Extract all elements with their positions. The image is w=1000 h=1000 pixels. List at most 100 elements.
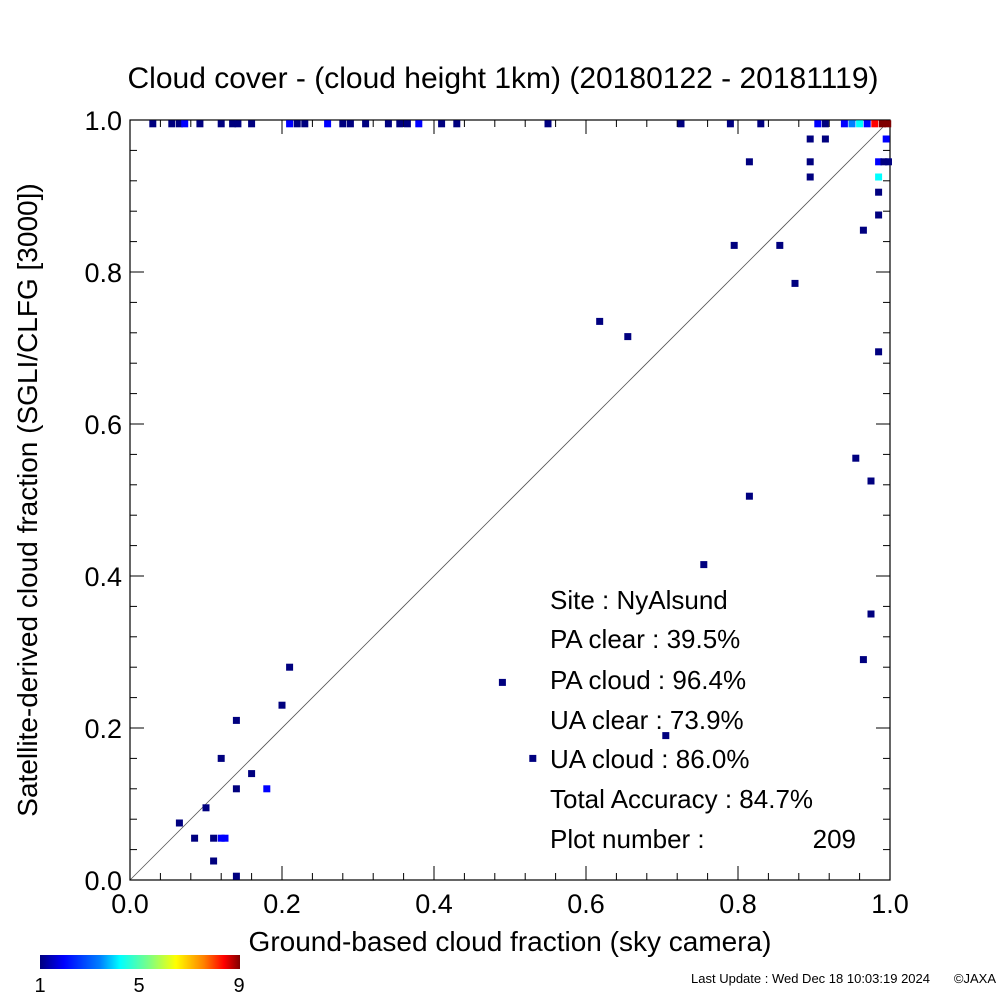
data-point [286, 120, 294, 128]
chart-title: Cloud cover - (cloud height 1km) (201801… [128, 62, 879, 95]
data-point [821, 135, 829, 143]
x-tick-label: 0.2 [263, 889, 301, 919]
data-point [730, 241, 738, 249]
data-point [362, 120, 370, 128]
y-tick-label: 0.4 [84, 562, 122, 592]
data-point [232, 785, 240, 793]
data-point [248, 770, 256, 778]
tick-labels: 0.0 0.2 0.4 0.6 0.8 1.0 0.0 0.2 0.4 0.6 0.8 1.0 [84, 106, 908, 919]
data-point [726, 120, 734, 128]
stat-site: Site : NyAlsund [550, 585, 728, 615]
data-point [700, 561, 708, 569]
data-point [346, 120, 354, 128]
data-point [191, 834, 199, 842]
data-point [596, 317, 604, 325]
data-point [248, 120, 256, 128]
data-point [175, 819, 183, 827]
data-point [875, 348, 883, 356]
colorbar [40, 955, 240, 969]
data-point [814, 120, 822, 128]
data-point [878, 120, 886, 128]
stat-plot-number-label: Plot number : [550, 824, 705, 854]
x-tick-label: 0.6 [567, 889, 605, 919]
x-tick-label: 0.8 [719, 889, 757, 919]
data-point [438, 120, 446, 128]
y-tick-label: 0.6 [84, 410, 122, 440]
data-point [181, 120, 189, 128]
data-point [301, 120, 309, 128]
data-point [745, 492, 753, 500]
data-point [662, 732, 670, 740]
y-tick-label: 0.2 [84, 714, 122, 744]
one-to-one-line [129, 119, 891, 881]
data-point [875, 211, 883, 219]
data-point [856, 120, 864, 128]
stat-plot-number-value: 209 [813, 824, 856, 854]
data-point [859, 226, 867, 234]
data-point [210, 834, 218, 842]
data-point [453, 120, 461, 128]
data-point [677, 120, 685, 128]
last-update-text: Last Update : Wed Dec 18 10:03:19 2024 [691, 971, 930, 986]
data-point [234, 120, 242, 128]
data-point [867, 477, 875, 485]
stat-total-accuracy: Total Accuracy : 84.7% [550, 784, 813, 814]
data-point [293, 120, 301, 128]
y-tick-label: 0.0 [84, 866, 122, 896]
y-axis-label: Satellite-derived cloud fraction (SGLI/C… [12, 183, 43, 816]
data-point [544, 120, 552, 128]
data-point [232, 872, 240, 880]
data-point [324, 120, 332, 128]
data-point [875, 158, 883, 166]
data-point [498, 678, 506, 686]
data-point [884, 120, 892, 128]
data-point [848, 120, 856, 128]
data-point [821, 120, 829, 128]
x-tick-label: 1.0 [871, 889, 909, 919]
stat-pa-clear: PA clear : 39.5% [550, 624, 740, 654]
plot-frame [129, 119, 891, 881]
data-point [210, 857, 218, 865]
data-point [229, 120, 237, 128]
data-point [757, 120, 765, 128]
data-point [884, 158, 892, 166]
data-point [776, 241, 784, 249]
data-point [196, 120, 204, 128]
data-point [286, 663, 294, 671]
data-point [339, 120, 347, 128]
colorbar-min-label: 1 [34, 975, 45, 997]
data-point [149, 120, 157, 128]
data-point [871, 120, 879, 128]
data-point [175, 120, 183, 128]
stat-ua-clear: UA clear : 73.9% [550, 705, 744, 735]
stat-ua-cloud: UA cloud : 86.0% [550, 744, 749, 774]
data-point [852, 454, 860, 462]
copyright-text: ©JAXA [954, 971, 996, 986]
data-point [882, 135, 890, 143]
data-point [263, 785, 271, 793]
data-point [217, 120, 225, 128]
colorbar-max-label: 9 [233, 975, 244, 997]
data-point [880, 158, 888, 166]
data-point [806, 173, 814, 181]
data-point [384, 120, 392, 128]
x-tick-label: 0.0 [111, 889, 149, 919]
data-points [149, 120, 892, 880]
data-point [875, 188, 883, 196]
data-point [867, 610, 875, 618]
colorbar-mid-label: 5 [133, 975, 144, 997]
data-point [396, 120, 404, 128]
data-point [840, 120, 848, 128]
data-point [791, 279, 799, 287]
data-point [168, 120, 176, 128]
data-point [745, 158, 753, 166]
y-tick-label: 1.0 [84, 106, 122, 136]
y-tick-label: 0.8 [84, 258, 122, 288]
x-tick-label: 0.4 [415, 889, 453, 919]
data-point [806, 135, 814, 143]
data-point [529, 754, 537, 762]
data-point [202, 804, 210, 812]
data-point [403, 120, 411, 128]
data-point [806, 158, 814, 166]
